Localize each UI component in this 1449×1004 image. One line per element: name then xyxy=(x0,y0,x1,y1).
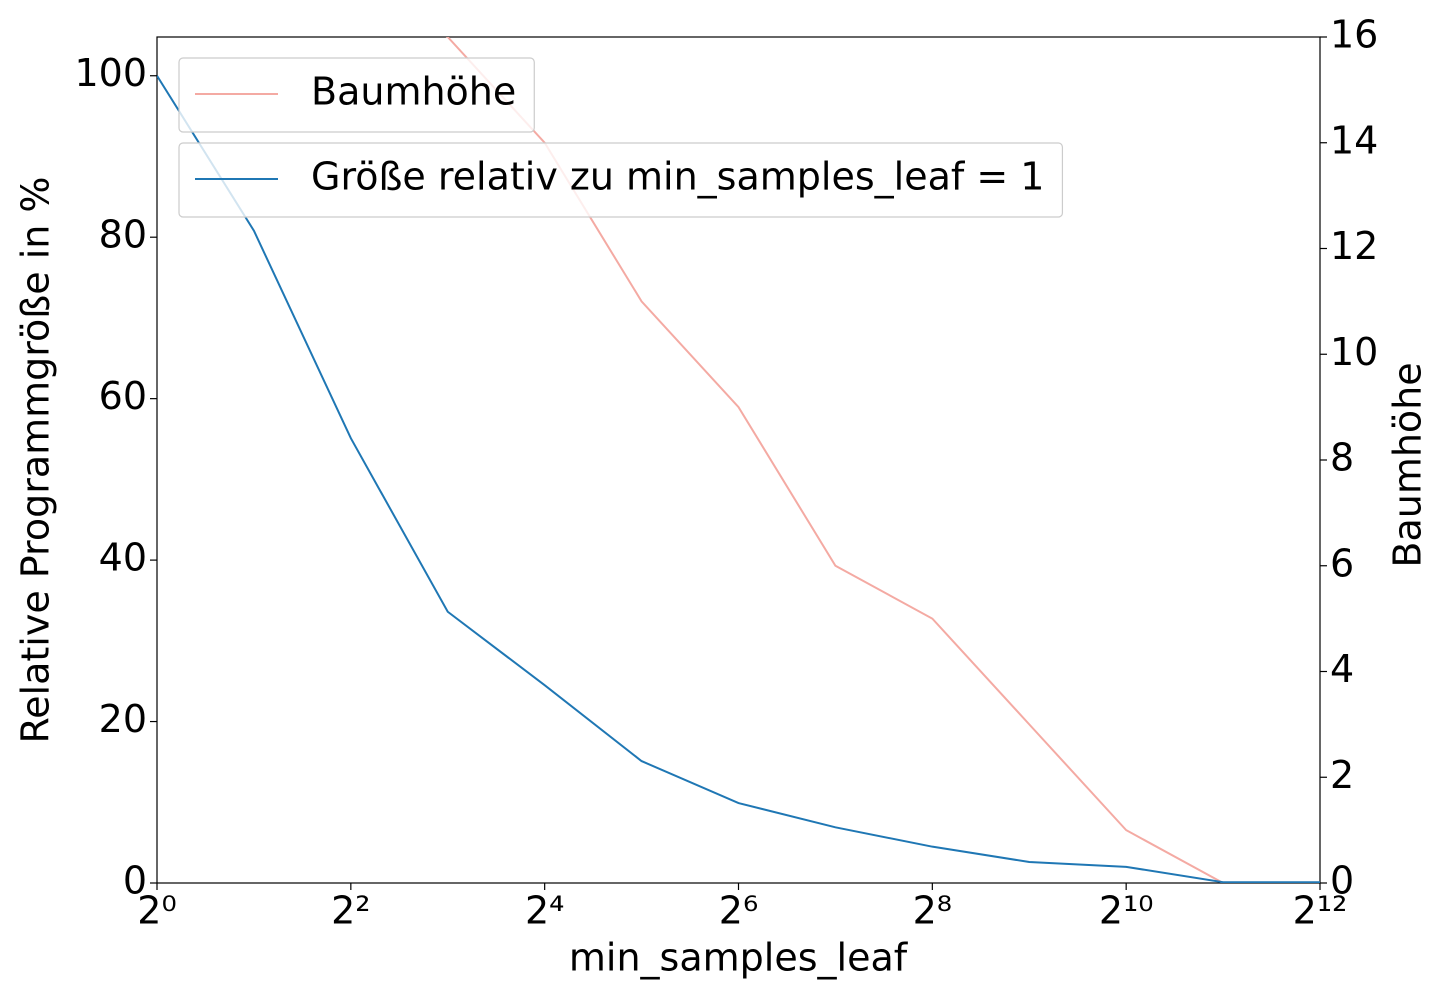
y2-tick-label: 16 xyxy=(1330,13,1378,57)
y-tick-label: 60 xyxy=(99,374,147,418)
y2-tick-label: 8 xyxy=(1330,436,1354,480)
x-axis-label: min_samples_leaf xyxy=(569,936,909,980)
y2-tick-label: 12 xyxy=(1330,224,1378,268)
y2-tick-label: 0 xyxy=(1330,859,1354,903)
legend-box xyxy=(178,57,535,133)
y-tick-label: 0 xyxy=(123,859,147,903)
y2-tick-label: 10 xyxy=(1330,330,1378,374)
y-tick-label: 40 xyxy=(99,536,147,580)
y-tick-label: 20 xyxy=(99,697,147,741)
series-line xyxy=(445,37,1320,883)
x-tick-label: 2² xyxy=(331,889,370,933)
y2-tick-label: 4 xyxy=(1330,647,1354,691)
legend-label: Baumhöhe xyxy=(311,70,516,114)
legend-entry: Größe relativ zu min_samples_leaf = 1 xyxy=(178,142,1064,218)
x-tick-label: 2⁰ xyxy=(137,889,176,933)
x-tick-label: 2⁴ xyxy=(525,889,564,933)
series-line xyxy=(157,75,1320,883)
plot-lines xyxy=(157,37,1320,883)
y2-axis-label: Baumhöhe xyxy=(1386,362,1430,567)
y-axis-label: Relative Programmgröße in % xyxy=(14,176,58,743)
legend-entry: Baumhöhe xyxy=(178,57,535,133)
x-tick-label: 2¹⁰ xyxy=(1099,889,1154,933)
x-tick-label: 2⁸ xyxy=(913,889,952,933)
legend-label: Größe relativ zu min_samples_leaf = 1 xyxy=(311,155,1044,199)
y2-tick-label: 6 xyxy=(1330,541,1354,585)
y2-tick-label: 14 xyxy=(1330,118,1378,162)
x-tick-label: 2¹² xyxy=(1293,889,1348,933)
y-tick-label: 100 xyxy=(74,51,147,95)
y-tick-label: 80 xyxy=(99,213,147,257)
x-tick-label: 2⁶ xyxy=(719,889,758,933)
y2-tick-label: 2 xyxy=(1330,753,1354,797)
legend-box xyxy=(178,142,1064,218)
